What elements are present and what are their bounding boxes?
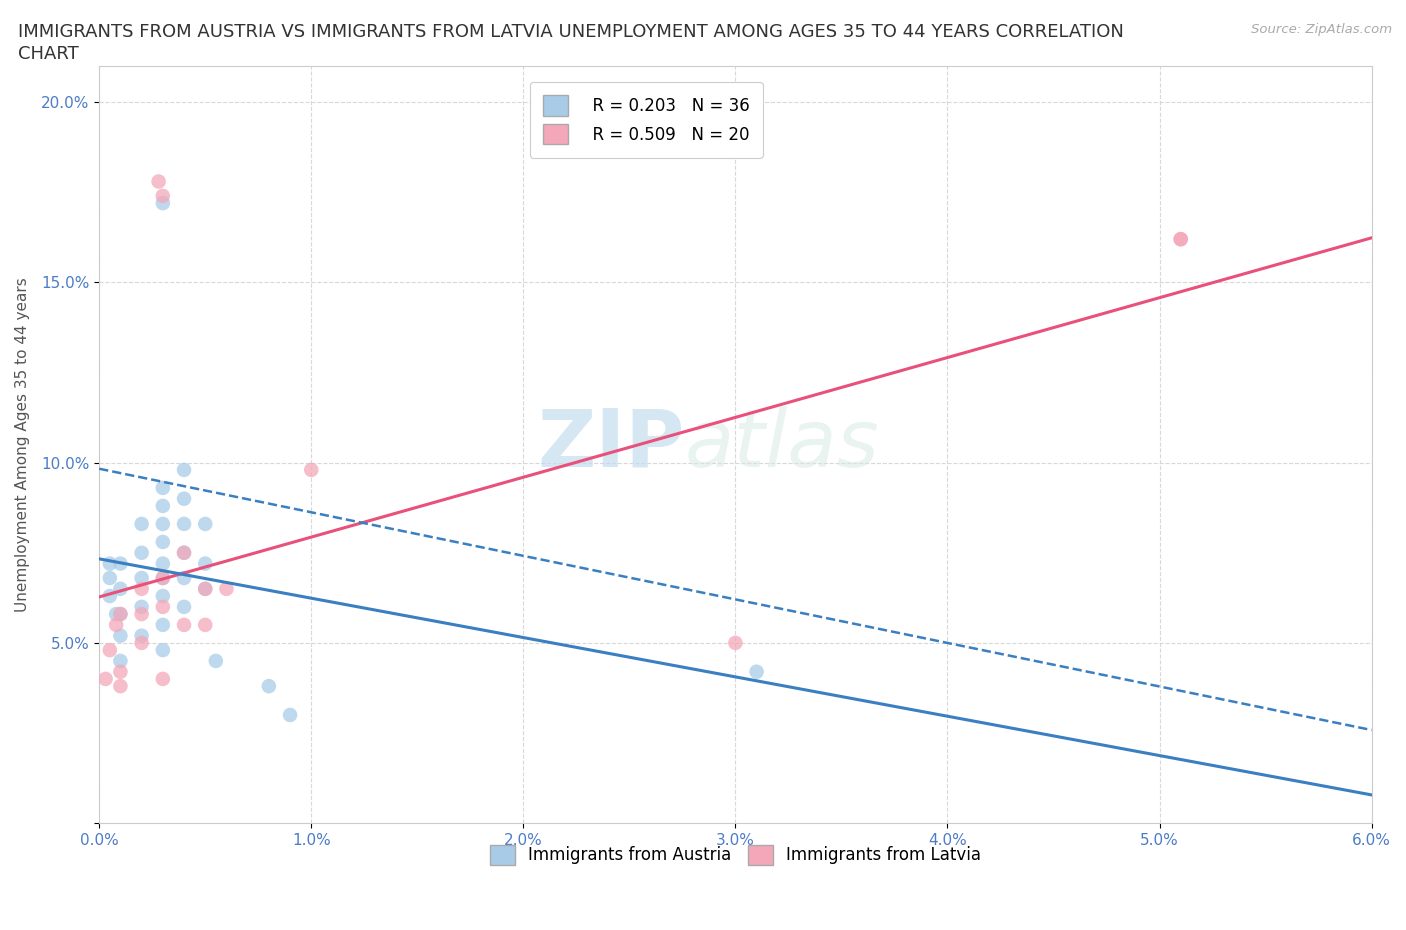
Immigrants from Austria <box>110 581 132 596</box>
Immigrants from Latvia <box>98 643 121 658</box>
Immigrants from Austria <box>152 498 174 513</box>
Immigrants from Austria <box>131 516 153 531</box>
Immigrants from Austria <box>152 618 174 632</box>
Immigrants from Latvia <box>131 606 153 621</box>
Immigrants from Austria <box>152 535 174 550</box>
Immigrants from Austria <box>131 571 153 586</box>
Immigrants from Austria <box>98 556 121 571</box>
Legend: Immigrants from Austria, Immigrants from Latvia: Immigrants from Austria, Immigrants from… <box>482 838 988 871</box>
Immigrants from Austria <box>173 600 195 615</box>
Immigrants from Austria <box>152 481 174 496</box>
Immigrants from Latvia <box>724 635 747 650</box>
Immigrants from Austria <box>110 654 132 669</box>
Text: ZIP: ZIP <box>537 405 685 484</box>
Immigrants from Latvia <box>148 174 170 189</box>
Immigrants from Latvia <box>152 600 174 615</box>
Immigrants from Austria <box>278 708 301 723</box>
Immigrants from Latvia <box>299 462 322 477</box>
Text: Source: ZipAtlas.com: Source: ZipAtlas.com <box>1251 23 1392 36</box>
Immigrants from Latvia <box>110 664 132 679</box>
Immigrants from Latvia <box>152 571 174 586</box>
Immigrants from Latvia <box>131 635 153 650</box>
Immigrants from Austria <box>152 195 174 210</box>
Immigrants from Austria <box>194 516 217 531</box>
Immigrants from Latvia <box>1170 232 1192 246</box>
Immigrants from Latvia <box>110 606 132 621</box>
Immigrants from Austria <box>173 516 195 531</box>
Immigrants from Austria <box>98 571 121 586</box>
Immigrants from Austria <box>257 679 280 694</box>
Immigrants from Austria <box>105 606 128 621</box>
Immigrants from Austria <box>110 606 132 621</box>
Immigrants from Austria <box>98 589 121 604</box>
Immigrants from Austria <box>131 600 153 615</box>
Immigrants from Latvia <box>1170 232 1192 246</box>
Immigrants from Austria <box>152 556 174 571</box>
Immigrants from Latvia <box>94 671 117 686</box>
Immigrants from Latvia <box>152 189 174 204</box>
Immigrants from Latvia <box>173 545 195 560</box>
Immigrants from Latvia <box>194 581 217 596</box>
Immigrants from Austria <box>131 629 153 644</box>
Immigrants from Latvia <box>215 581 238 596</box>
Immigrants from Austria <box>745 664 768 679</box>
Immigrants from Austria <box>152 643 174 658</box>
Immigrants from Austria <box>205 654 228 669</box>
Immigrants from Austria <box>152 571 174 586</box>
Immigrants from Austria <box>110 629 132 644</box>
Immigrants from Austria <box>194 581 217 596</box>
Immigrants from Austria <box>131 545 153 560</box>
Immigrants from Latvia <box>110 679 132 694</box>
Text: CHART: CHART <box>18 45 79 62</box>
Immigrants from Austria <box>194 556 217 571</box>
Immigrants from Austria <box>173 545 195 560</box>
Immigrants from Austria <box>152 589 174 604</box>
Immigrants from Latvia <box>105 618 128 632</box>
Immigrants from Austria <box>110 556 132 571</box>
Text: atlas: atlas <box>685 405 879 484</box>
Immigrants from Austria <box>173 462 195 477</box>
Immigrants from Latvia <box>173 618 195 632</box>
Immigrants from Latvia <box>131 581 153 596</box>
Immigrants from Austria <box>173 491 195 506</box>
Text: IMMIGRANTS FROM AUSTRIA VS IMMIGRANTS FROM LATVIA UNEMPLOYMENT AMONG AGES 35 TO : IMMIGRANTS FROM AUSTRIA VS IMMIGRANTS FR… <box>18 23 1125 41</box>
Y-axis label: Unemployment Among Ages 35 to 44 years: Unemployment Among Ages 35 to 44 years <box>15 277 30 612</box>
Immigrants from Latvia <box>194 618 217 632</box>
Immigrants from Austria <box>173 571 195 586</box>
Immigrants from Latvia <box>152 671 174 686</box>
Immigrants from Austria <box>152 516 174 531</box>
